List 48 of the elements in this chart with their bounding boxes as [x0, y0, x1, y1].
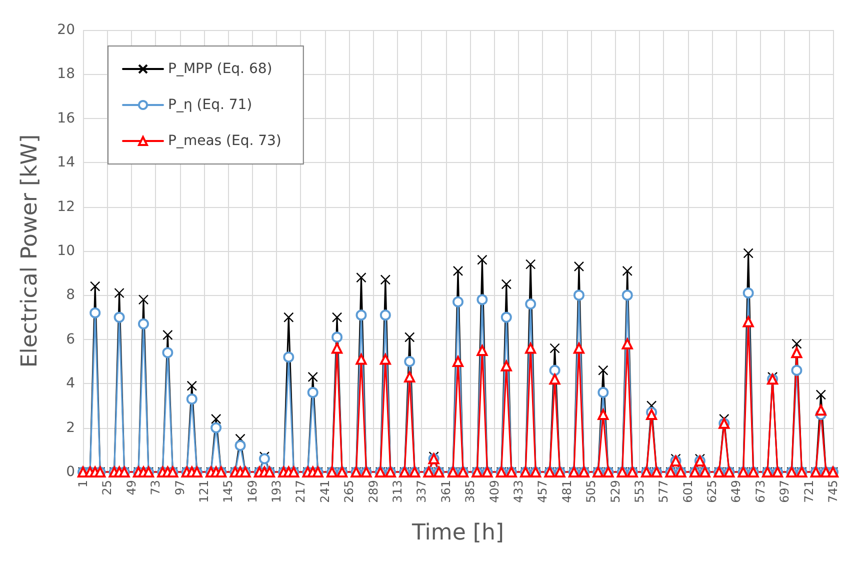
x-tick-label: 601: [680, 480, 695, 503]
x-axis-title: Time [h]: [411, 520, 504, 546]
x-tick-label: 73: [148, 480, 163, 496]
y-axis-title: Electrical Power [kW]: [18, 134, 42, 368]
x-tick-label: 505: [584, 480, 598, 503]
y-tick-label: 20: [57, 22, 75, 38]
x-tick-label: 289: [366, 480, 380, 503]
x-tick-label: 697: [778, 480, 792, 503]
y-tick-label: 2: [66, 420, 75, 436]
legend-label: P_meas (Eq. 73): [168, 133, 282, 149]
y-tick-label: 10: [57, 243, 75, 259]
x-tick-label: 217: [294, 480, 308, 503]
y-tick-label: 18: [57, 66, 75, 82]
x-tick-label: 457: [536, 480, 550, 503]
x-tick-label: 265: [342, 480, 356, 503]
x-tick-label: 145: [221, 480, 236, 503]
x-tick-label: 337: [414, 480, 429, 503]
x-tick-label: 313: [390, 480, 405, 503]
x-tick-label: 1: [76, 480, 90, 488]
y-tick-label: 14: [57, 154, 76, 171]
x-tick-label: 481: [560, 480, 574, 503]
x-tick-label: 169: [245, 480, 260, 503]
x-tick-label: 433: [511, 480, 526, 503]
legend-label: P_MPP (Eq. 68): [168, 61, 272, 77]
y-tick-label: 8: [66, 287, 75, 304]
x-tick-label: 553: [632, 480, 646, 503]
x-tick-label: 673: [753, 480, 768, 503]
x-tick-label: 49: [124, 480, 138, 496]
x-tick-label: 745: [826, 480, 840, 503]
x-tick-label: 721: [802, 480, 816, 503]
x-tick-label: 649: [729, 480, 744, 503]
x-tick-label: 625: [705, 480, 720, 503]
y-tick-label: 12: [57, 198, 75, 215]
x-tick-label: 97: [172, 480, 187, 496]
x-tick-label: 409: [487, 480, 502, 503]
y-tick-label: 0: [66, 464, 75, 480]
y-tick-label: 16: [57, 110, 76, 126]
legend-label: P_η (Eq. 71): [168, 97, 252, 113]
x-tick-label: 193: [270, 480, 284, 503]
x-tick-label: 121: [196, 480, 211, 503]
y-tick-label: 4: [66, 376, 76, 392]
x-tick-label: 529: [608, 480, 622, 503]
x-tick-label: 241: [318, 480, 332, 503]
x-tick-label: 577: [656, 480, 671, 503]
x-tick-label: 361: [438, 480, 453, 503]
y-tick-label: 6: [66, 331, 76, 348]
x-tick-label: 25: [100, 480, 114, 496]
x-tick-label: 385: [463, 480, 478, 503]
